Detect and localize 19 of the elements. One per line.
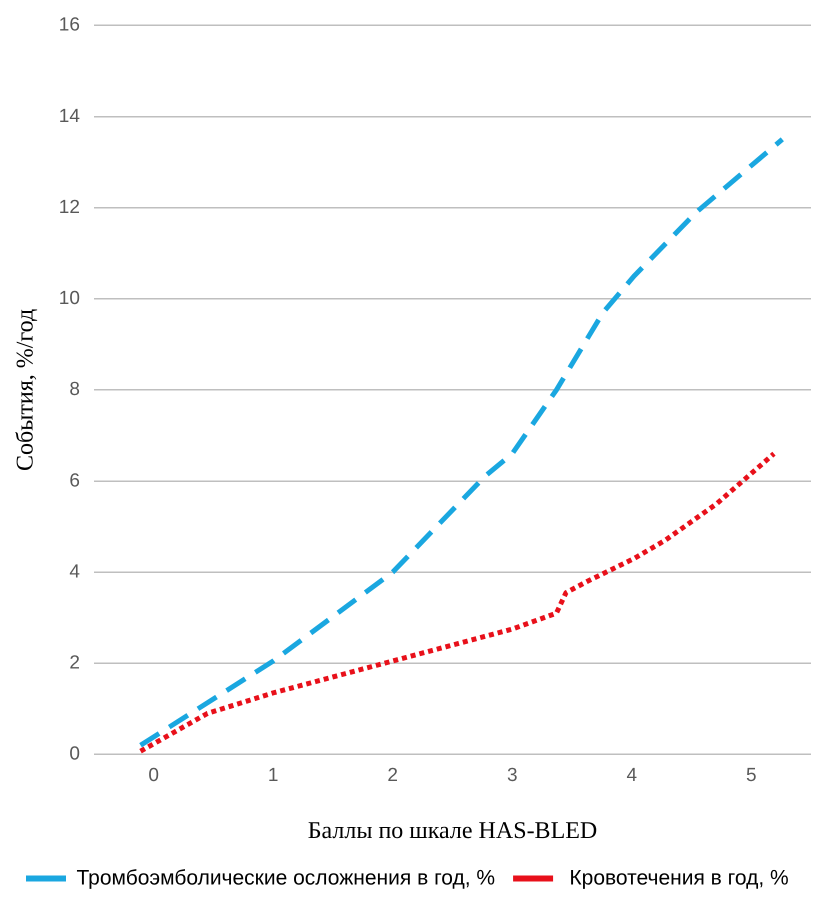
y-tick-label: 2 bbox=[69, 652, 80, 674]
x-tick-label: 0 bbox=[148, 765, 159, 786]
y-tick-label: 8 bbox=[69, 379, 80, 400]
y-tick-label: 4 bbox=[69, 561, 80, 582]
x-tick-label: 3 bbox=[506, 765, 518, 786]
legend-label: Тромбоэмболические осложнения в год, % bbox=[76, 866, 496, 890]
legend-label: Кровотечения в год, % bbox=[564, 866, 789, 890]
y-tick-label: 0 bbox=[69, 744, 80, 765]
y-tick-label: 10 bbox=[58, 288, 80, 310]
x-tick-label: 1 bbox=[268, 765, 278, 786]
y-tick-label: 14 bbox=[58, 106, 80, 127]
y-tick-label: 6 bbox=[69, 470, 80, 492]
x-tick-label: 2 bbox=[387, 765, 398, 786]
y-axis-title: События, %/год bbox=[12, 308, 39, 471]
y-tick-label: 12 bbox=[58, 196, 80, 218]
x-tick-label: 4 bbox=[626, 765, 638, 786]
x-tick-label: 5 bbox=[746, 765, 757, 786]
y-tick-label: 16 bbox=[58, 14, 80, 36]
x-axis-title: Баллы по шкале HAS-BLED bbox=[308, 818, 598, 844]
